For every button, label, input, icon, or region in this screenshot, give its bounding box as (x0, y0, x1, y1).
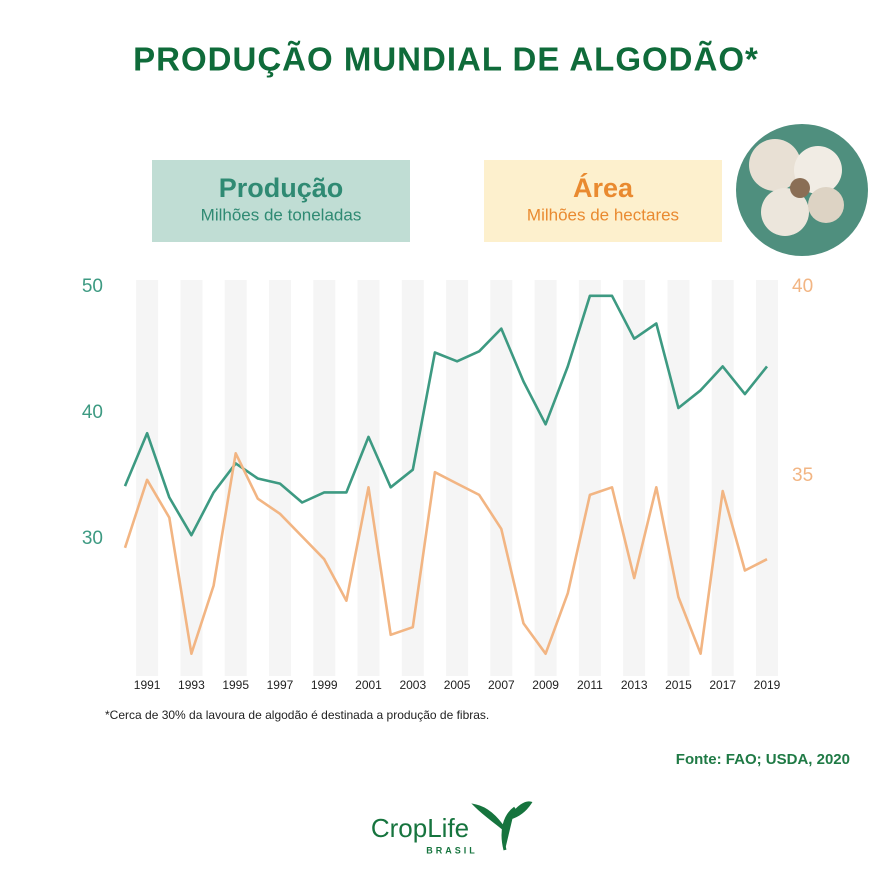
y-tick-label: 50 (82, 276, 103, 297)
x-tick-label: 1993 (178, 678, 205, 692)
y-tick-label: 40 (82, 402, 103, 423)
x-tick-label: 2013 (621, 678, 648, 692)
legend-label: Produção (219, 173, 344, 203)
grid-stripe (711, 280, 734, 676)
x-tick-label: 2003 (399, 678, 426, 692)
grid-stripe (623, 280, 646, 676)
logo: CropLife BRASIL (371, 801, 533, 855)
grid-stripe (446, 280, 469, 676)
source: Fonte: FAO; USDA, 2020 (676, 751, 850, 768)
grid-stripe (268, 280, 291, 676)
grid-stripe (313, 280, 336, 676)
legend-unit: Milhões de toneladas (201, 205, 362, 224)
grid-stripe (578, 280, 601, 676)
logo-sub: BRASIL (426, 845, 478, 855)
y2-tick-label: 35 (792, 465, 813, 486)
x-tick-label: 2011 (577, 678, 603, 692)
x-tick-label: 2007 (488, 678, 515, 692)
grid-stripe (534, 280, 557, 676)
y-tick-label: 30 (82, 528, 103, 549)
x-tick-label: 2015 (665, 678, 692, 692)
grid-stripe (180, 280, 203, 676)
x-tick-label: 1991 (134, 678, 161, 692)
x-tick-label: 1999 (311, 678, 338, 692)
footnote: *Cerca de 30% da lavoura de algodão é de… (105, 708, 489, 722)
legend-box (152, 160, 410, 242)
grid-stripe (756, 280, 778, 676)
x-tick-label: 2005 (444, 678, 471, 692)
grid-stripe (667, 280, 690, 676)
series-line (123, 452, 768, 655)
logo-name: CropLife (371, 813, 469, 843)
chart-title: PRODUÇÃO MUNDIAL DE ALGODÃO* (133, 41, 759, 78)
legend-unit: Milhões de hectares (527, 205, 679, 224)
x-tick-label: 1997 (267, 678, 294, 692)
legend-box (484, 160, 722, 242)
x-tick-label: 2009 (532, 678, 559, 692)
grid-stripe (401, 280, 424, 676)
grid-stripe (357, 280, 380, 676)
x-tick-label: 2017 (709, 678, 736, 692)
grid-stripe (490, 280, 513, 676)
grid-stripe (224, 280, 247, 676)
x-tick-label: 2019 (754, 678, 781, 692)
x-tick-label: 2001 (355, 678, 382, 692)
grid-stripe (136, 280, 159, 676)
cotton-photo (736, 124, 868, 256)
y2-tick-label: 40 (792, 276, 813, 297)
legend-label: Área (573, 172, 634, 203)
x-tick-label: 1995 (222, 678, 249, 692)
